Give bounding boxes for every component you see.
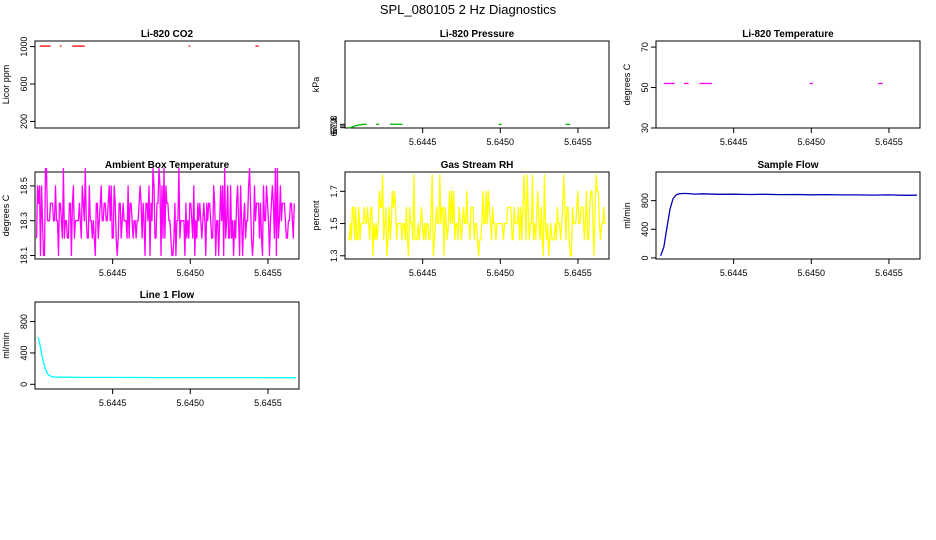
x-tick-label: 5.6455 (254, 398, 282, 408)
x-tick-label: 5.6445 (99, 398, 127, 408)
y-tick-label: 0 (19, 382, 29, 387)
plot-frame (34, 171, 300, 260)
y-tick-label: 200 (19, 114, 29, 129)
y-tick-label: 1.3 (329, 250, 339, 263)
y-tick-label: 800 (640, 193, 650, 208)
y-axis-label: ml/min (1, 332, 11, 359)
y-tick-label: 400 (19, 345, 29, 360)
chart-title: Line 1 Flow (140, 290, 195, 301)
series-line (660, 192, 917, 257)
y-tick-label: 50 (640, 83, 650, 93)
chart-title: Li-820 Temperature (742, 29, 834, 40)
chart-title: Sample Flow (757, 160, 818, 171)
y-tick-label: 400 (640, 222, 650, 237)
chart-panel: Gas Stream RH percent 1.3 1.5 1.7 5.6445 5.645… (311, 160, 610, 278)
y-tick-label: 1.7 (329, 185, 339, 198)
y-tick-label: 67.4 (329, 117, 339, 135)
series-line (347, 123, 367, 129)
chart-panel: Sample Flow ml/min 0 400 800 5.6445 5.6450 5.64… (622, 160, 921, 278)
series-line (35, 167, 295, 257)
x-tick-label: 5.6445 (99, 268, 127, 278)
y-axis-label: kPa (311, 77, 321, 93)
series-line (348, 174, 606, 257)
x-tick-label: 5.6445 (720, 137, 748, 147)
chart-title: Li-820 CO2 (141, 29, 194, 40)
chart-title: Li-820 Pressure (440, 29, 515, 40)
y-tick-label: 18.1 (19, 247, 29, 265)
y-axis-label: Licor ppm (1, 65, 11, 105)
x-tick-label: 5.6455 (875, 137, 903, 147)
x-tick-label: 5.6450 (487, 268, 515, 278)
y-tick-label: 0 (640, 255, 650, 260)
plot-frame (34, 40, 300, 129)
x-tick-label: 5.6455 (564, 137, 592, 147)
x-tick-label: 5.6455 (875, 268, 903, 278)
x-tick-label: 5.6455 (254, 268, 282, 278)
x-tick-label: 5.6450 (798, 137, 826, 147)
y-tick-label: 70 (640, 42, 650, 52)
x-tick-label: 5.6455 (564, 268, 592, 278)
plot-frame (34, 301, 300, 390)
y-tick-label: 67.0 (329, 119, 339, 137)
x-tick-label: 5.6450 (177, 268, 205, 278)
plot-frame (655, 171, 921, 260)
y-tick-label: 67.8 (329, 116, 339, 134)
chart-panel: Line 1 Flow ml/min 0 400 800 5.6445 5.6450 5.64… (1, 290, 300, 408)
plot-frame (344, 171, 610, 260)
y-tick-label: 18.5 (19, 177, 29, 195)
y-tick-label: 800 (19, 314, 29, 329)
chart-title: Gas Stream RH (441, 160, 514, 171)
chart-panel: Li-820 Temperature degrees C 30 50 70 5.6445 5… (622, 29, 921, 147)
figure-title: SPL_080105 2 Hz Diagnostics (379, 2, 557, 17)
y-tick-label: 30 (640, 123, 650, 133)
y-tick-label: 18.3 (19, 212, 29, 230)
y-axis-label: percent (311, 200, 321, 231)
y-tick-label: 600 (19, 77, 29, 92)
series-line (37, 337, 296, 379)
plot-frame (655, 40, 921, 129)
x-tick-label: 5.6450 (487, 137, 515, 147)
chart-panel: Li-820 Pressure kPa 67.067.467.8 5.6445 5.64… (311, 29, 610, 147)
chart-title: Ambient Box Temperature (105, 160, 230, 171)
chart-panel: Ambient Box Temperature degrees C 18.1 18.3… (1, 160, 300, 278)
x-tick-label: 5.6445 (409, 268, 437, 278)
y-tick-label: 1000 (19, 37, 29, 57)
y-axis-label: degrees C (622, 63, 632, 105)
x-tick-label: 5.6445 (720, 268, 748, 278)
y-tick-label: 1.5 (329, 217, 339, 230)
x-tick-label: 5.6445 (409, 137, 437, 147)
y-axis-label: degrees C (1, 194, 11, 236)
y-axis-label: ml/min (622, 202, 632, 229)
plot-frame (344, 40, 610, 129)
chart-panel: Li-820 CO2 Licor ppm 200 600 1000 (1, 29, 300, 129)
x-tick-label: 5.6450 (177, 398, 205, 408)
x-tick-label: 5.6450 (798, 268, 826, 278)
